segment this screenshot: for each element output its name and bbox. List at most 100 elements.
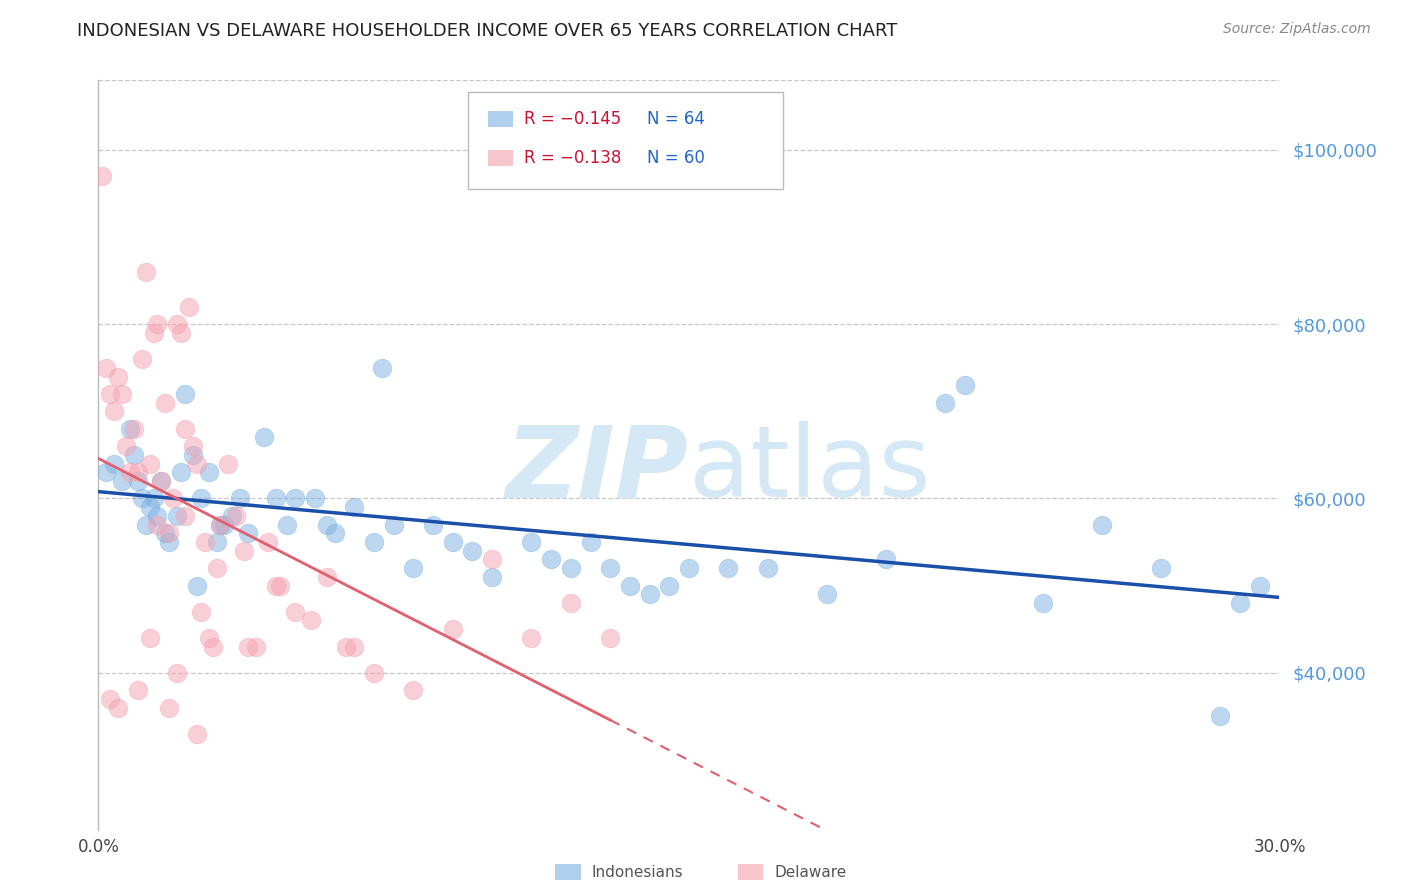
Point [756,561,779,575]
Text: N = 60: N = 60 [647,149,704,167]
Text: atlas: atlas [689,421,931,518]
Point [599,561,621,575]
Point [315,570,337,584]
Point [236,640,259,654]
Point [138,631,160,645]
Point [221,508,243,523]
Point [194,535,217,549]
Point [717,561,740,575]
Point [481,552,503,566]
Point [166,508,188,523]
Point [520,535,543,549]
Point [96,360,118,375]
Point [276,517,298,532]
Point [422,517,444,532]
Point [253,430,276,444]
Point [197,466,219,480]
Point [174,387,197,401]
Point [323,526,346,541]
Point [96,466,118,480]
Point [461,543,484,558]
Point [233,543,256,558]
Point [142,326,165,340]
Point [1249,579,1271,593]
Point [186,579,208,593]
Point [150,474,173,488]
Point [217,457,239,471]
Point [371,360,394,375]
Point [343,500,366,515]
Point [579,535,602,549]
Point [441,622,464,636]
Point [209,517,232,532]
Point [111,387,134,401]
Point [181,439,204,453]
Point [127,683,149,698]
Text: INDONESIAN VS DELAWARE HOUSEHOLDER INCOME OVER 65 YEARS CORRELATION CHART: INDONESIAN VS DELAWARE HOUSEHOLDER INCOM… [77,22,897,40]
Point [131,352,153,367]
Point [118,466,141,480]
Point [122,422,145,436]
Point [181,448,204,462]
Point [138,500,160,515]
Point [162,491,184,506]
Point [131,491,153,506]
Text: Delaware: Delaware [775,865,846,880]
Point [150,474,173,488]
Point [402,683,425,698]
Point [103,457,125,471]
Point [284,605,307,619]
Point [107,369,129,384]
Point [190,491,212,506]
Point [166,665,188,680]
Point [520,631,543,645]
Point [142,491,165,506]
Point [953,378,976,392]
Text: R = −0.145: R = −0.145 [524,110,621,128]
Point [103,404,125,418]
Point [209,517,232,532]
Point [638,587,661,601]
Point [118,422,141,436]
Point [138,457,160,471]
Point [599,631,621,645]
Point [245,640,267,654]
Point [1032,596,1054,610]
Point [560,596,582,610]
Point [363,535,385,549]
Point [186,457,208,471]
Text: Source: ZipAtlas.com: Source: ZipAtlas.com [1223,22,1371,37]
Point [335,640,357,654]
Point [1150,561,1173,575]
Point [170,326,193,340]
Point [256,535,278,549]
Point [98,691,121,706]
Point [343,640,366,654]
Point [540,552,562,566]
Point [363,665,385,680]
Point [174,508,197,523]
Point [146,517,169,532]
Point [174,422,197,436]
Point [236,526,259,541]
Point [658,579,681,593]
Point [1209,709,1232,723]
Point [815,587,838,601]
Point [481,570,503,584]
Point [560,561,582,575]
Point [229,491,252,506]
Point [91,169,114,183]
Text: N = 64: N = 64 [647,110,704,128]
Point [875,552,897,566]
Point [205,561,228,575]
Point [170,466,193,480]
Point [225,508,247,523]
Point [177,300,200,314]
Point [127,474,149,488]
Point [284,491,307,506]
Point [678,561,700,575]
Point [107,700,129,714]
Point [157,526,180,541]
Point [111,474,134,488]
Point [166,317,188,331]
